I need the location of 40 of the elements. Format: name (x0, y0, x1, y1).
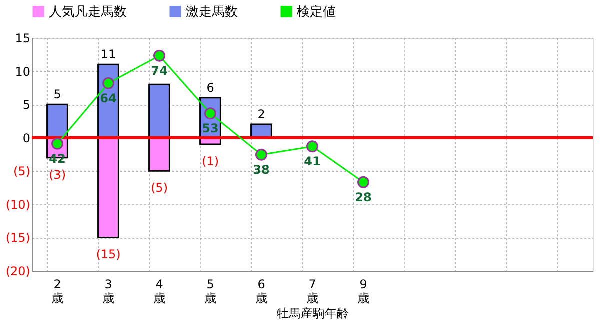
x-tick-label: 9歳 (358, 278, 370, 306)
y-tick-label: (20) (6, 264, 30, 278)
y-tick-label: 0 (22, 131, 30, 146)
data-label: 6 (206, 80, 214, 95)
y-tick-label: 5 (22, 98, 30, 112)
data-label: 74 (151, 64, 168, 78)
bar (148, 137, 170, 172)
point (358, 176, 370, 188)
y-tick-label: (15) (6, 231, 30, 246)
y-tick-label: (10) (6, 198, 30, 212)
x-tick-label: 2歳 (52, 278, 64, 306)
data-label: (15) (96, 248, 121, 262)
point (154, 50, 166, 62)
data-label: 2 (258, 108, 266, 122)
x-tick-label: 3歳 (102, 278, 114, 306)
y-tick-label: (5) (14, 164, 30, 179)
data-label: 53 (202, 122, 219, 136)
point (102, 77, 114, 90)
data-label: (1) (202, 154, 219, 169)
point (306, 140, 318, 153)
legend-label: 激走馬数 (186, 4, 238, 20)
data-label: (5) (151, 181, 168, 196)
y-tick-label: 10 (15, 64, 30, 79)
legend-label: 人気凡走馬数 (49, 4, 127, 20)
point (256, 148, 268, 161)
x-tick-label: 4歳 (154, 278, 166, 306)
data-label: 11 (100, 48, 116, 62)
x-tick-label: 6歳 (256, 278, 268, 306)
data-label: 28 (355, 190, 372, 204)
legend-label: 検定値 (297, 4, 336, 20)
data-label: 38 (253, 162, 270, 177)
data-label: 64 (100, 91, 117, 106)
y-tick-label: 15 (15, 32, 30, 46)
bar (98, 137, 120, 238)
x-axis-title: 牡馬産駒年齢 (277, 306, 349, 320)
data-label: (3) (49, 168, 66, 182)
data-label: 41 (304, 154, 321, 169)
x-tick-label: 7歳 (306, 278, 318, 306)
data-label: 5 (54, 88, 62, 102)
x-tick-label: 5歳 (204, 278, 216, 306)
